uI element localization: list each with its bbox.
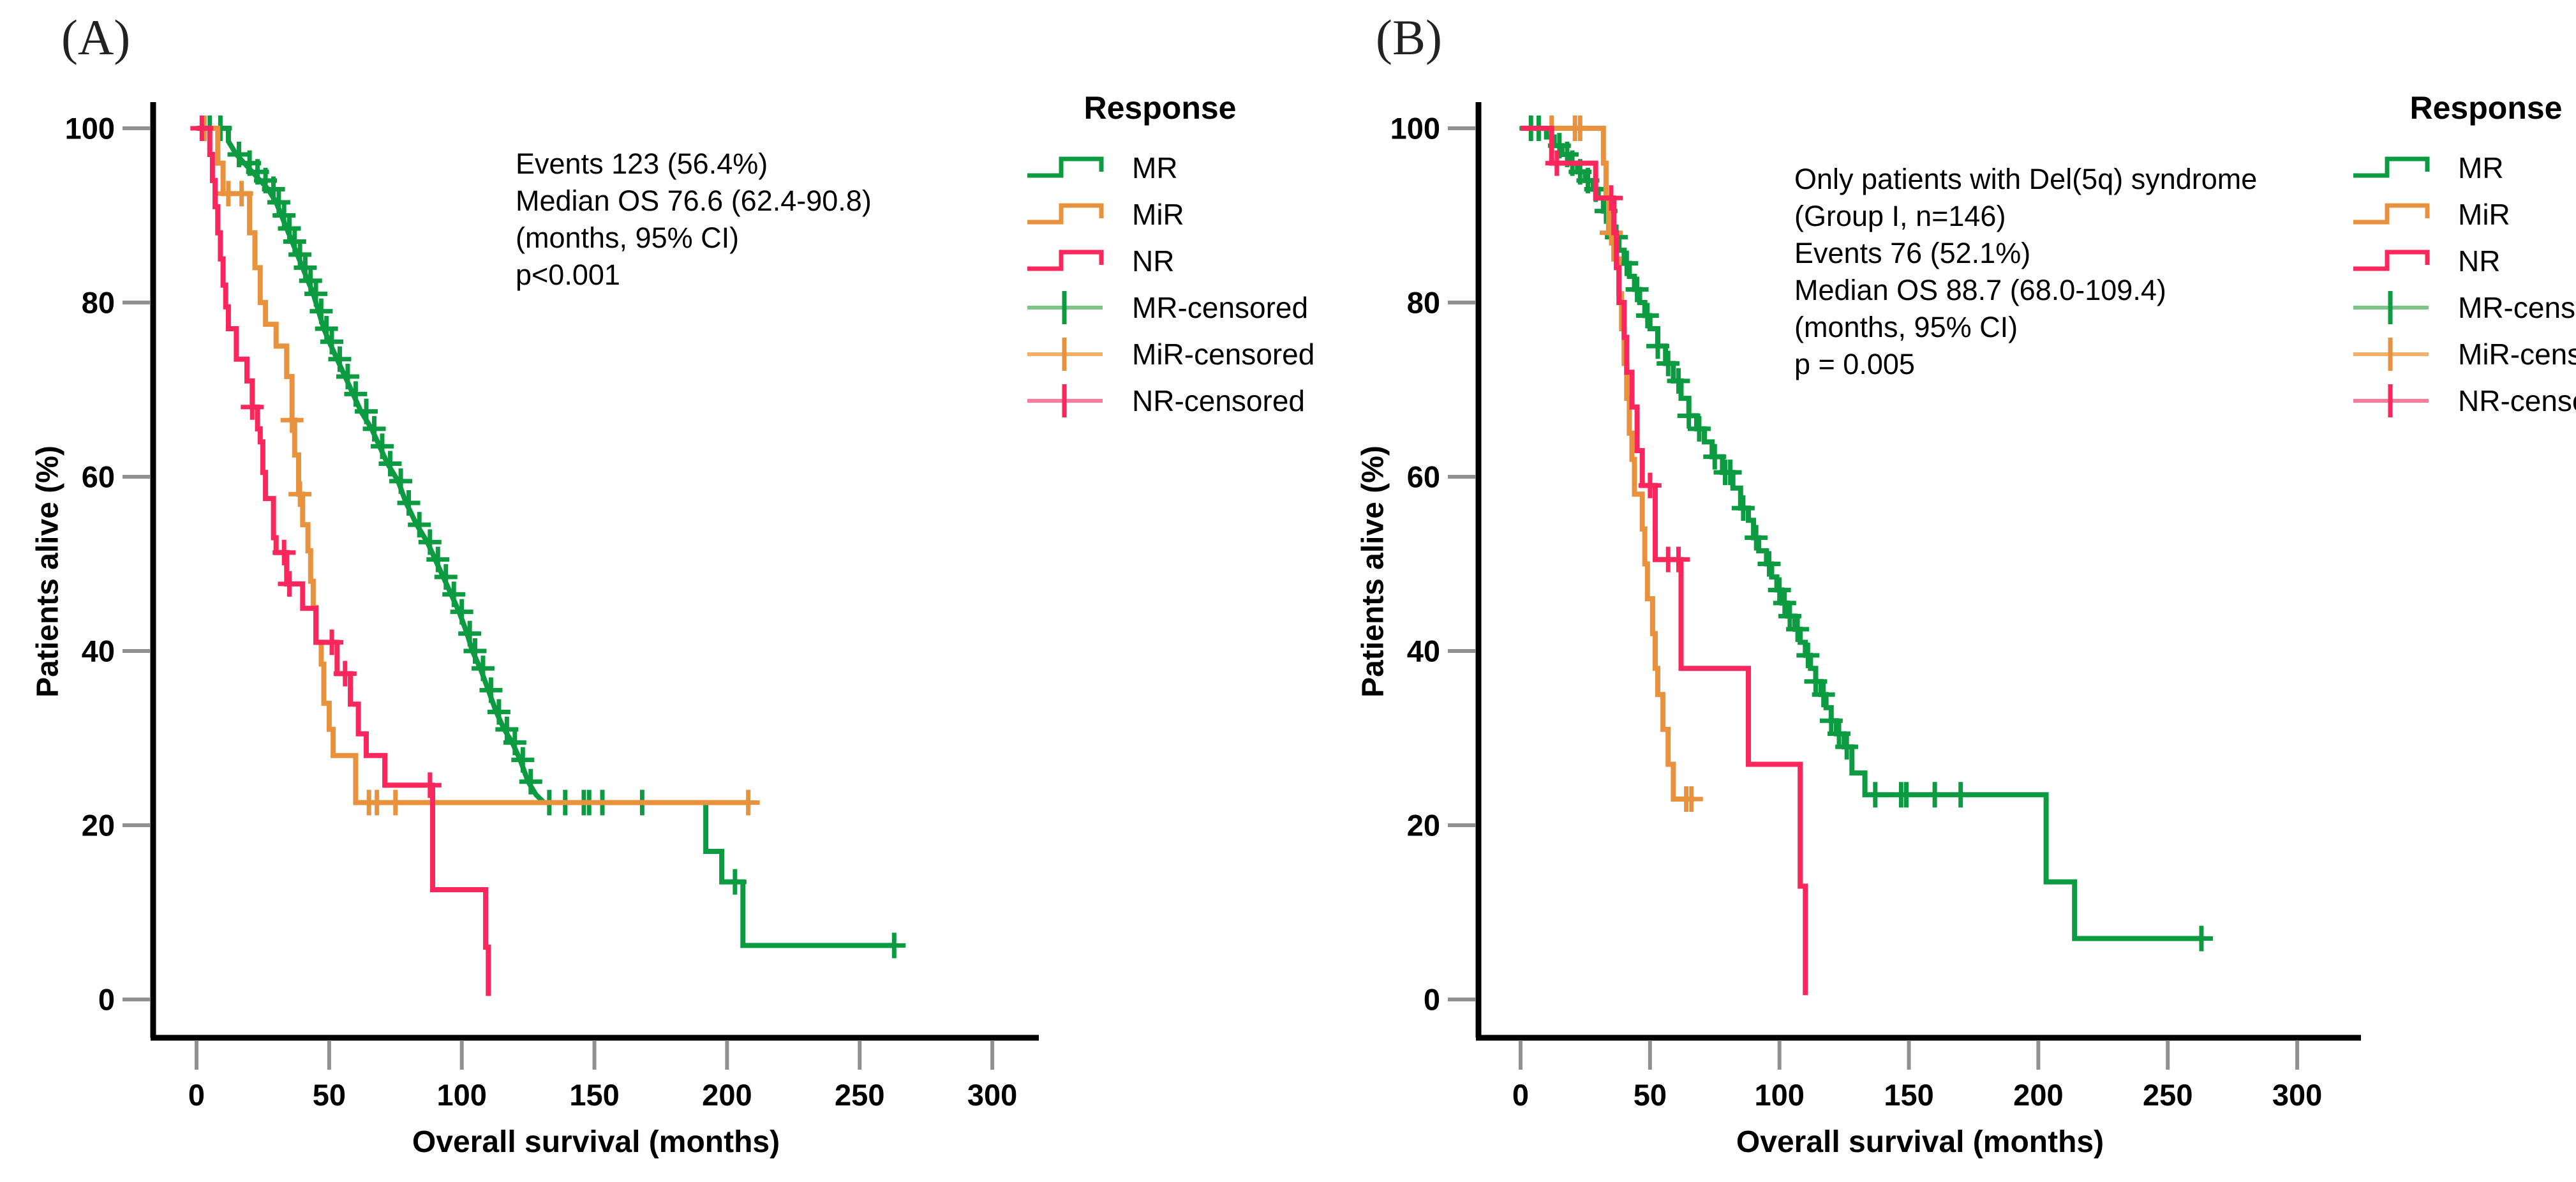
x-tick-label: 250 (2143, 1078, 2193, 1112)
legend-item-label: MR-censored (1132, 290, 1309, 324)
legend-item-nr-censored: NR-censored (1026, 377, 1383, 424)
y-tick-label: 20 (81, 808, 115, 842)
annotation-line: (months, 95% CI) (1794, 311, 2018, 343)
mr-censored-glyph-icon (2352, 290, 2448, 325)
panel-a-legend: Response MR MiR NR MR-censored MiR-censored N… (1026, 89, 1383, 424)
panel-a-annotation: Events 123 (56.4%) Median OS 76.6 (62.4-9… (516, 146, 872, 294)
mr-glyph-icon (2352, 150, 2448, 186)
annotation-line: p = 0.005 (1794, 348, 1915, 380)
annotation-line: Median OS 88.7 (68.0-109.4) (1794, 274, 2166, 306)
x-tick-label: 0 (188, 1078, 205, 1112)
panel-b-legend-title: Response (2409, 90, 2563, 126)
panel-b-x-axis-title: Overall survival (months) (1736, 1125, 2104, 1159)
legend-item-label: MiR-censored (2458, 337, 2576, 371)
y-tick-label: 80 (81, 285, 115, 320)
annotation-line: Events 76 (52.1%) (1794, 237, 2031, 269)
legend-item-label: MR (2458, 151, 2504, 184)
x-tick-label: 200 (2013, 1078, 2064, 1112)
km-curve-mir (197, 126, 748, 805)
y-tick-label: 100 (1390, 111, 1440, 146)
x-tick-label: 0 (1512, 1078, 1530, 1112)
legend-item-label: MiR (2458, 197, 2510, 231)
panel-b-label: (B) (1376, 10, 1442, 65)
y-tick-label: 40 (81, 634, 115, 668)
km-curve-nr (197, 126, 491, 996)
y-tick-label: 0 (98, 982, 115, 1017)
x-tick-label: 100 (1754, 1078, 1805, 1112)
nr-glyph-icon (2352, 243, 2448, 279)
annotation-line: Only patients with Del(5q) syndrome (1794, 163, 2258, 195)
x-tick-label: 150 (1884, 1078, 1934, 1112)
legend-item-label: MR (1132, 151, 1178, 184)
y-tick-label: 0 (1423, 982, 1440, 1017)
nr-glyph-icon (1026, 243, 1122, 279)
panel-a-label: (A) (61, 10, 131, 65)
legend-item-mir: MiR (2352, 191, 2576, 237)
legend-item-label: NR-censored (1132, 384, 1305, 417)
x-tick-label: 200 (702, 1078, 752, 1112)
panel-b-plot (1448, 102, 2361, 1070)
legend-item-label: NR (1132, 244, 1175, 278)
legend-item-mir-censored: MiR-censored (1026, 331, 1383, 377)
mir-glyph-icon (2352, 197, 2448, 232)
legend-item-mr-censored: MR-censored (1026, 284, 1383, 331)
annotation-line: Median OS 76.6 (62.4-90.8) (516, 184, 872, 217)
mr-censored-glyph-icon (1026, 290, 1122, 325)
km-curve-mir (1521, 126, 1694, 802)
panel-a-x-axis-title: Overall survival (months) (412, 1125, 780, 1159)
panel-a-y-axis-title: Patients alive (%) (31, 445, 65, 698)
x-tick-label: 100 (436, 1078, 487, 1112)
x-tick-label: 150 (569, 1078, 620, 1112)
legend-item-label: NR-censored (2458, 384, 2576, 417)
y-tick-label: 80 (1406, 285, 1440, 320)
y-tick-label: 20 (1406, 808, 1440, 842)
y-tick-label: 60 (81, 460, 115, 494)
y-tick-label: 60 (1406, 460, 1440, 494)
legend-item-mr-censored: MR-censored (2352, 284, 2576, 331)
panel-a-legend-title: Response (1083, 90, 1237, 126)
x-tick-label: 50 (1633, 1078, 1667, 1112)
mir-censored-glyph-icon (1026, 336, 1122, 372)
mir-glyph-icon (1026, 197, 1122, 232)
y-tick-label: 40 (1406, 634, 1440, 668)
legend-item-mir: MiR (1026, 191, 1383, 237)
annotation-line: p<0.001 (516, 258, 620, 291)
mir-censored-glyph-icon (2352, 336, 2448, 372)
x-tick-label: 300 (967, 1078, 1018, 1112)
legend-item-label: MiR-censored (1132, 337, 1315, 371)
legend-item-nr: NR (1026, 237, 1383, 284)
legend-item-label: MiR (1132, 197, 1184, 231)
annotation-line: Events 123 (56.4%) (516, 147, 768, 180)
panel-b-legend: Response MR MiR NR MR-censored MiR-censored N… (2352, 89, 2576, 424)
x-tick-label: 250 (835, 1078, 885, 1112)
nr-censored-glyph-icon (1026, 383, 1122, 419)
legend-item-nr: NR (2352, 237, 2576, 284)
panel-b-annotation: Only patients with Del(5q) syndrome (Grou… (1794, 161, 2257, 383)
mr-glyph-icon (1026, 150, 1122, 186)
annotation-line: (months, 95% CI) (516, 221, 740, 254)
legend-item-mr: MR (1026, 144, 1383, 191)
annotation-line: (Group I, n=146) (1794, 200, 2006, 232)
panel-a-legend-rows: MR MiR NR MR-censored MiR-censored NR-censore… (1026, 144, 1383, 424)
panel-a-plot (123, 102, 1039, 1070)
panel-b-legend-rows: MR MiR NR MR-censored MiR-censored NR-censore… (2352, 144, 2576, 424)
x-tick-label: 50 (312, 1078, 346, 1112)
legend-item-label: MR-censored (2458, 290, 2576, 324)
legend-item-mir-censored: MiR-censored (2352, 331, 2576, 377)
legend-item-label: NR (2458, 244, 2501, 278)
y-tick-label: 100 (64, 111, 115, 146)
legend-item-mr: MR (2352, 144, 2576, 191)
nr-censored-glyph-icon (2352, 383, 2448, 419)
x-tick-label: 300 (2272, 1078, 2323, 1112)
legend-item-nr-censored: NR-censored (2352, 377, 2576, 424)
